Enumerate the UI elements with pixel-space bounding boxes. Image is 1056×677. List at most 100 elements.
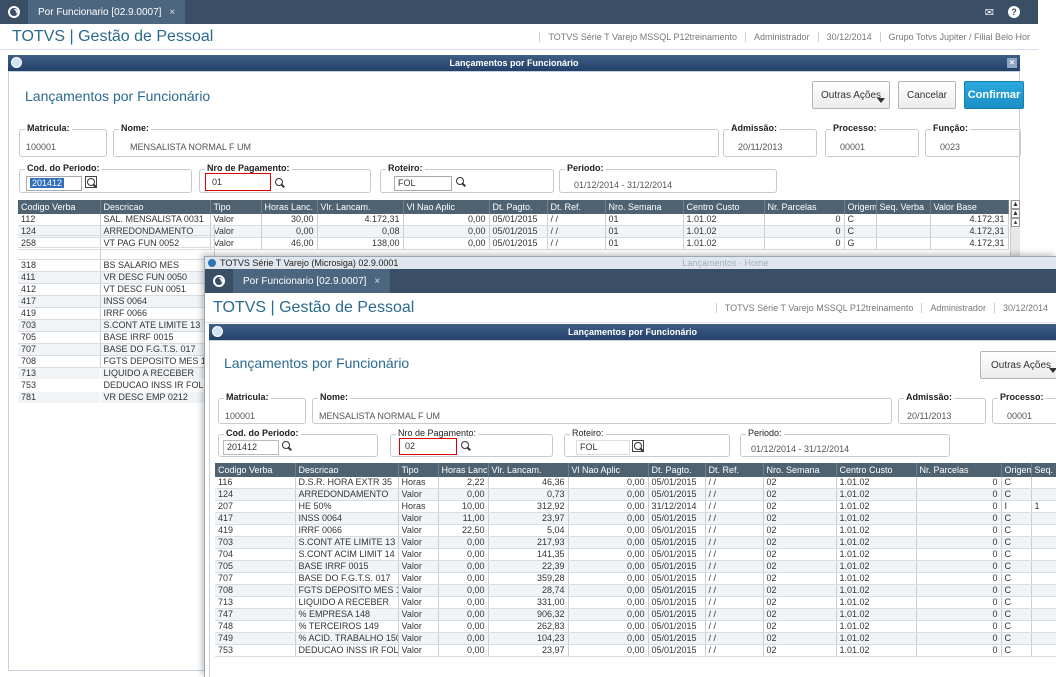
column-header[interactable]: Centro Custo — [836, 463, 917, 477]
column-header[interactable]: Dt. Ref. — [705, 463, 764, 477]
table-row[interactable]: 116 D.S.R. HORA EXTR 35 Horas 2,22 46,36 0,00… — [215, 477, 1056, 490]
table-row[interactable]: 411 VR DESC FUN 0050 — [18, 271, 215, 285]
column-header[interactable]: Tipo — [398, 463, 439, 477]
back-grid-scrollbar[interactable]: ▲ ▲ ▴ — [1010, 200, 1020, 260]
table-row[interactable]: 781 VR DESC EMP 0212 — [18, 391, 215, 405]
front-grid[interactable]: Codigo Verba Descricao Tipo Horas Lanc. Vlr.… — [215, 463, 1056, 658]
table-row[interactable]: 124 ARREDONDAMENTO Valor 0,00 0,73 0,00 05/01/… — [215, 488, 1056, 502]
back-grid[interactable]: Codigo Verba Descricao Tipo Horas Lanc. Vlr.… — [18, 200, 1009, 251]
column-header[interactable]: Horas Lanc. — [261, 200, 318, 214]
table-row[interactable]: 112 SAL. MENSALISTA 0031 Valor 30,00 4.172,3… — [18, 214, 1009, 227]
table-row[interactable]: 753 DEDUCAO INSS IR FOLH Valor 0,00 23,97 0,0… — [215, 644, 1056, 658]
column-header[interactable]: Tipo — [210, 200, 262, 214]
column-header[interactable]: Centro Custo — [683, 200, 765, 214]
magnifier-icon[interactable] — [85, 176, 97, 188]
table-row[interactable]: 748% TERCEIROS 149 Valor 0,00 262,83 0,00 05/… — [215, 620, 1056, 634]
nome-field[interactable]: Nome: MENSALISTA NORMAL F UM — [312, 392, 892, 424]
column-header[interactable]: Nr. Parcelas — [764, 200, 845, 214]
column-header[interactable]: Dt. Ref. — [547, 200, 606, 214]
tab-close-icon[interactable]: × — [169, 6, 176, 18]
table-row[interactable]: 419 IRRF 0066 Valor 22,50 5,04 0,00 05/01/2015… — [215, 524, 1056, 538]
table-cell: % TERCEIROS 149 — [295, 620, 399, 634]
column-header[interactable]: Descricao — [100, 200, 211, 214]
table-row[interactable]: 258 VT PAG FUN 0052 Valor 46,00 138,00 0,00 05… — [18, 237, 1009, 251]
scroll-top-icon[interactable]: ▲ — [1011, 200, 1020, 209]
cancelar-button[interactable]: Cancelar — [898, 81, 956, 109]
table-row[interactable]: 713 LIQUIDO A RECEBER — [18, 367, 215, 381]
table-row[interactable]: 708 FGTS DEPOSITO MES 18 — [18, 355, 215, 369]
roteiro-input[interactable]: FOL — [394, 176, 452, 191]
window-close-icon[interactable]: × — [1007, 58, 1017, 68]
totvs-logo-icon[interactable] — [0, 0, 28, 24]
magnifier-icon[interactable] — [632, 440, 644, 452]
column-header[interactable]: Nro. Semana — [763, 463, 837, 477]
funcao-field[interactable]: Função: 0023 — [925, 123, 1021, 157]
column-header[interactable]: Origem — [1001, 463, 1032, 477]
table-row[interactable]: 318 BS SALARIO MES — [18, 260, 215, 273]
table-row[interactable]: 705 BASE IRRF 0015 Valor 0,00 22,39 0,00 05/01… — [215, 560, 1056, 574]
periodo-field[interactable]: Periodo: 01/12/2014 - 31/12/2014 — [559, 163, 777, 193]
admissao-field[interactable]: Admissão: 20/11/2013 — [898, 392, 986, 424]
magnifier-icon[interactable] — [460, 440, 472, 452]
column-header[interactable]: Origem — [844, 200, 877, 214]
magnifier-icon[interactable] — [274, 177, 286, 189]
table-row[interactable]: 753 DEDUCAO INSS IR FOLH — [18, 379, 215, 393]
table-row[interactable]: 713 LIQUIDO A RECEBER Valor 0,00 331,00 0,00 0… — [215, 596, 1056, 610]
magnifier-icon[interactable] — [281, 440, 293, 452]
table-row[interactable]: 749% ACID. TRABALHO 150 Valor 0,00 104,23 0,… — [215, 632, 1056, 646]
table-row[interactable]: 419 IRRF 0066 — [18, 307, 215, 321]
help-icon[interactable]: ? — [1008, 5, 1020, 18]
column-header[interactable]: Horas Lanc. — [438, 463, 489, 477]
table-row[interactable]: 708 FGTS DEPOSITO MES 18 Valor 0,00 28,74 0,0… — [215, 584, 1056, 598]
roteiro-input[interactable]: FOL — [576, 440, 630, 455]
column-header[interactable]: Dt. Pagto. — [489, 200, 548, 214]
table-row[interactable]: 124 ARREDONDAMENTO Valor 0,00 0,08 0,00 05/01/… — [18, 225, 1009, 239]
column-header[interactable]: Seq. — [1031, 463, 1056, 477]
outras-acoes-button[interactable]: Outras Ações — [980, 351, 1056, 379]
column-header[interactable]: Vlr. Lancam. — [488, 463, 569, 477]
admissao-field[interactable]: Admissão: 20/11/2013 — [723, 123, 817, 157]
table-row[interactable]: 747% EMPRESA 148 Valor 0,00 906,32 0,00 05/01… — [215, 608, 1056, 622]
scroll-up-icon[interactable]: ▴ — [1011, 218, 1020, 227]
column-header[interactable]: Vl Nao Aplic — [403, 200, 490, 214]
column-header[interactable]: Codigo Verba — [18, 200, 101, 214]
cod-periodo-input[interactable]: 201412 — [223, 440, 279, 455]
column-header[interactable]: Valor Base — [930, 200, 1009, 214]
column-header[interactable]: Dt. Pagto. — [648, 463, 706, 477]
outras-acoes-button[interactable]: Outras Ações — [812, 81, 890, 109]
table-row[interactable]: 707 BASE DO F.G.T.S. 017 — [18, 343, 215, 357]
tab-close-icon[interactable]: × — [374, 275, 381, 287]
periodo-field[interactable]: Periodo: 01/12/2014 - 31/12/2014 — [740, 428, 950, 457]
scroll-page-up-icon[interactable]: ▲ — [1011, 209, 1020, 218]
tab-por-funcionario[interactable]: Por Funcionario [02.9.0007] × — [233, 269, 391, 293]
table-row[interactable]: 412 VT DESC FUN 0051 — [18, 283, 215, 297]
column-header[interactable]: Seq. Verba — [876, 200, 931, 214]
column-header[interactable]: Codigo Verba — [215, 463, 296, 477]
table-row[interactable]: 707 BASE DO F.G.T.S. 017 Valor 0,00 359,28 0,… — [215, 572, 1056, 586]
magnifier-icon[interactable] — [455, 176, 467, 188]
nro-pagamento-input[interactable]: 02 — [399, 438, 457, 455]
column-header[interactable]: Nro. Semana — [605, 200, 684, 214]
column-header[interactable]: Vlr. Lancam. — [317, 200, 404, 214]
table-row[interactable]: 703 S.CONT ATE LIMITE 13 — [18, 319, 215, 333]
column-header[interactable]: Vl Nao Aplic — [568, 463, 649, 477]
matricula-field[interactable]: Matricula: 100001 — [218, 392, 306, 424]
table-row[interactable]: 417 INSS 0064 — [18, 295, 215, 309]
processo-field[interactable]: Processo: 00001 — [992, 392, 1056, 424]
nome-field[interactable]: Nome: MENSALISTA NORMAL F UM — [113, 123, 719, 157]
matricula-field[interactable]: Matricula: 100001 — [19, 123, 107, 157]
nro-pagamento-input[interactable]: 01 — [205, 173, 271, 191]
tab-por-funcionario[interactable]: Por Funcionario [02.9.0007] × — [28, 0, 186, 24]
processo-field[interactable]: Processo: 00001 — [825, 123, 919, 157]
cod-periodo-input[interactable]: 201412 — [26, 176, 82, 191]
column-header[interactable]: Nr. Parcelas — [916, 463, 1002, 477]
table-row[interactable]: 705 BASE IRRF 0015 — [18, 331, 215, 345]
table-row[interactable]: 703 S.CONT ATE LIMITE 13 Valor 0,00 217,93 0,… — [215, 536, 1056, 550]
column-header[interactable]: Descricao — [295, 463, 399, 477]
table-row[interactable]: 704 S.CONT ACIM LIMIT 14 Valor 0,00 141,35 0,… — [215, 548, 1056, 562]
table-row[interactable]: 207 HE 50% Horas 10,00 312,92 0,00 31/12/2014/… — [215, 500, 1056, 514]
confirmar-button[interactable]: Confirmar — [964, 81, 1024, 109]
table-row[interactable]: 417 INSS 0064 Valor 11,00 23,97 0,00 05/01/201… — [215, 512, 1056, 526]
totvs-logo-icon[interactable] — [205, 269, 233, 293]
mail-icon[interactable]: ✉ — [984, 6, 994, 19]
